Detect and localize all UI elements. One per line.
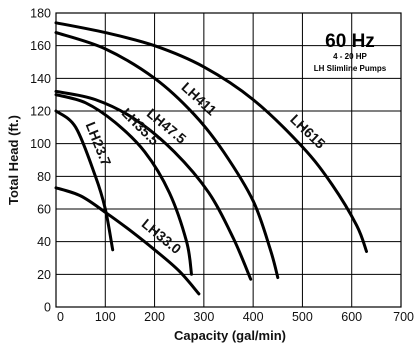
curve-label-lh33-0: LH33.0 [139,215,185,257]
pump-curves [54,21,368,296]
y-tick-label: 60 [37,203,51,217]
curve-lh23-7 [54,109,115,252]
y-tick-label: 100 [30,137,51,151]
curve-lh615 [54,21,368,253]
axis-ticks: 0 20 40 60 80 100 120 140 160 180 0 100 200 300 400 500… [30,7,414,325]
y-tick-label: 20 [37,268,51,282]
y-tick-label: 0 [44,301,51,315]
legend-box: 60 Hz 4 - 20 HP LH Slimline Pumps [314,31,387,73]
x-tick-label: 600 [341,310,362,324]
legend-model: LH Slimline Pumps [314,64,387,73]
grid [56,13,401,307]
y-tick-label: 80 [37,170,51,184]
curve-lh33-0 [54,186,201,296]
x-tick-label: 700 [393,310,414,324]
curve-lh411 [54,31,280,280]
x-tick-label: 0 [57,310,64,324]
curve-lh35-5 [54,93,193,276]
x-tick-label: 100 [95,310,116,324]
y-tick-label: 40 [37,235,51,249]
curve-lh47-5 [54,89,253,281]
y-tick-label: 140 [30,72,51,86]
x-tick-label: 500 [292,310,313,324]
y-tick-label: 180 [30,7,51,21]
plot-frame [55,12,402,308]
legend-hp: 4 - 20 HP [333,52,367,61]
curve-label-lh615: LH615 [287,111,329,152]
x-axis-title: Capacity (gal/min) [174,328,286,343]
x-tick-label: 400 [243,310,264,324]
y-tick-label: 160 [30,39,51,53]
y-tick-label: 120 [30,105,51,119]
legend-title: 60 Hz [325,31,375,52]
x-tick-label: 200 [144,310,165,324]
curve-label-lh411: LH411 [179,79,220,119]
x-tick-label: 300 [193,310,214,324]
y-axis-title: Total Head (ft.) [6,115,21,205]
